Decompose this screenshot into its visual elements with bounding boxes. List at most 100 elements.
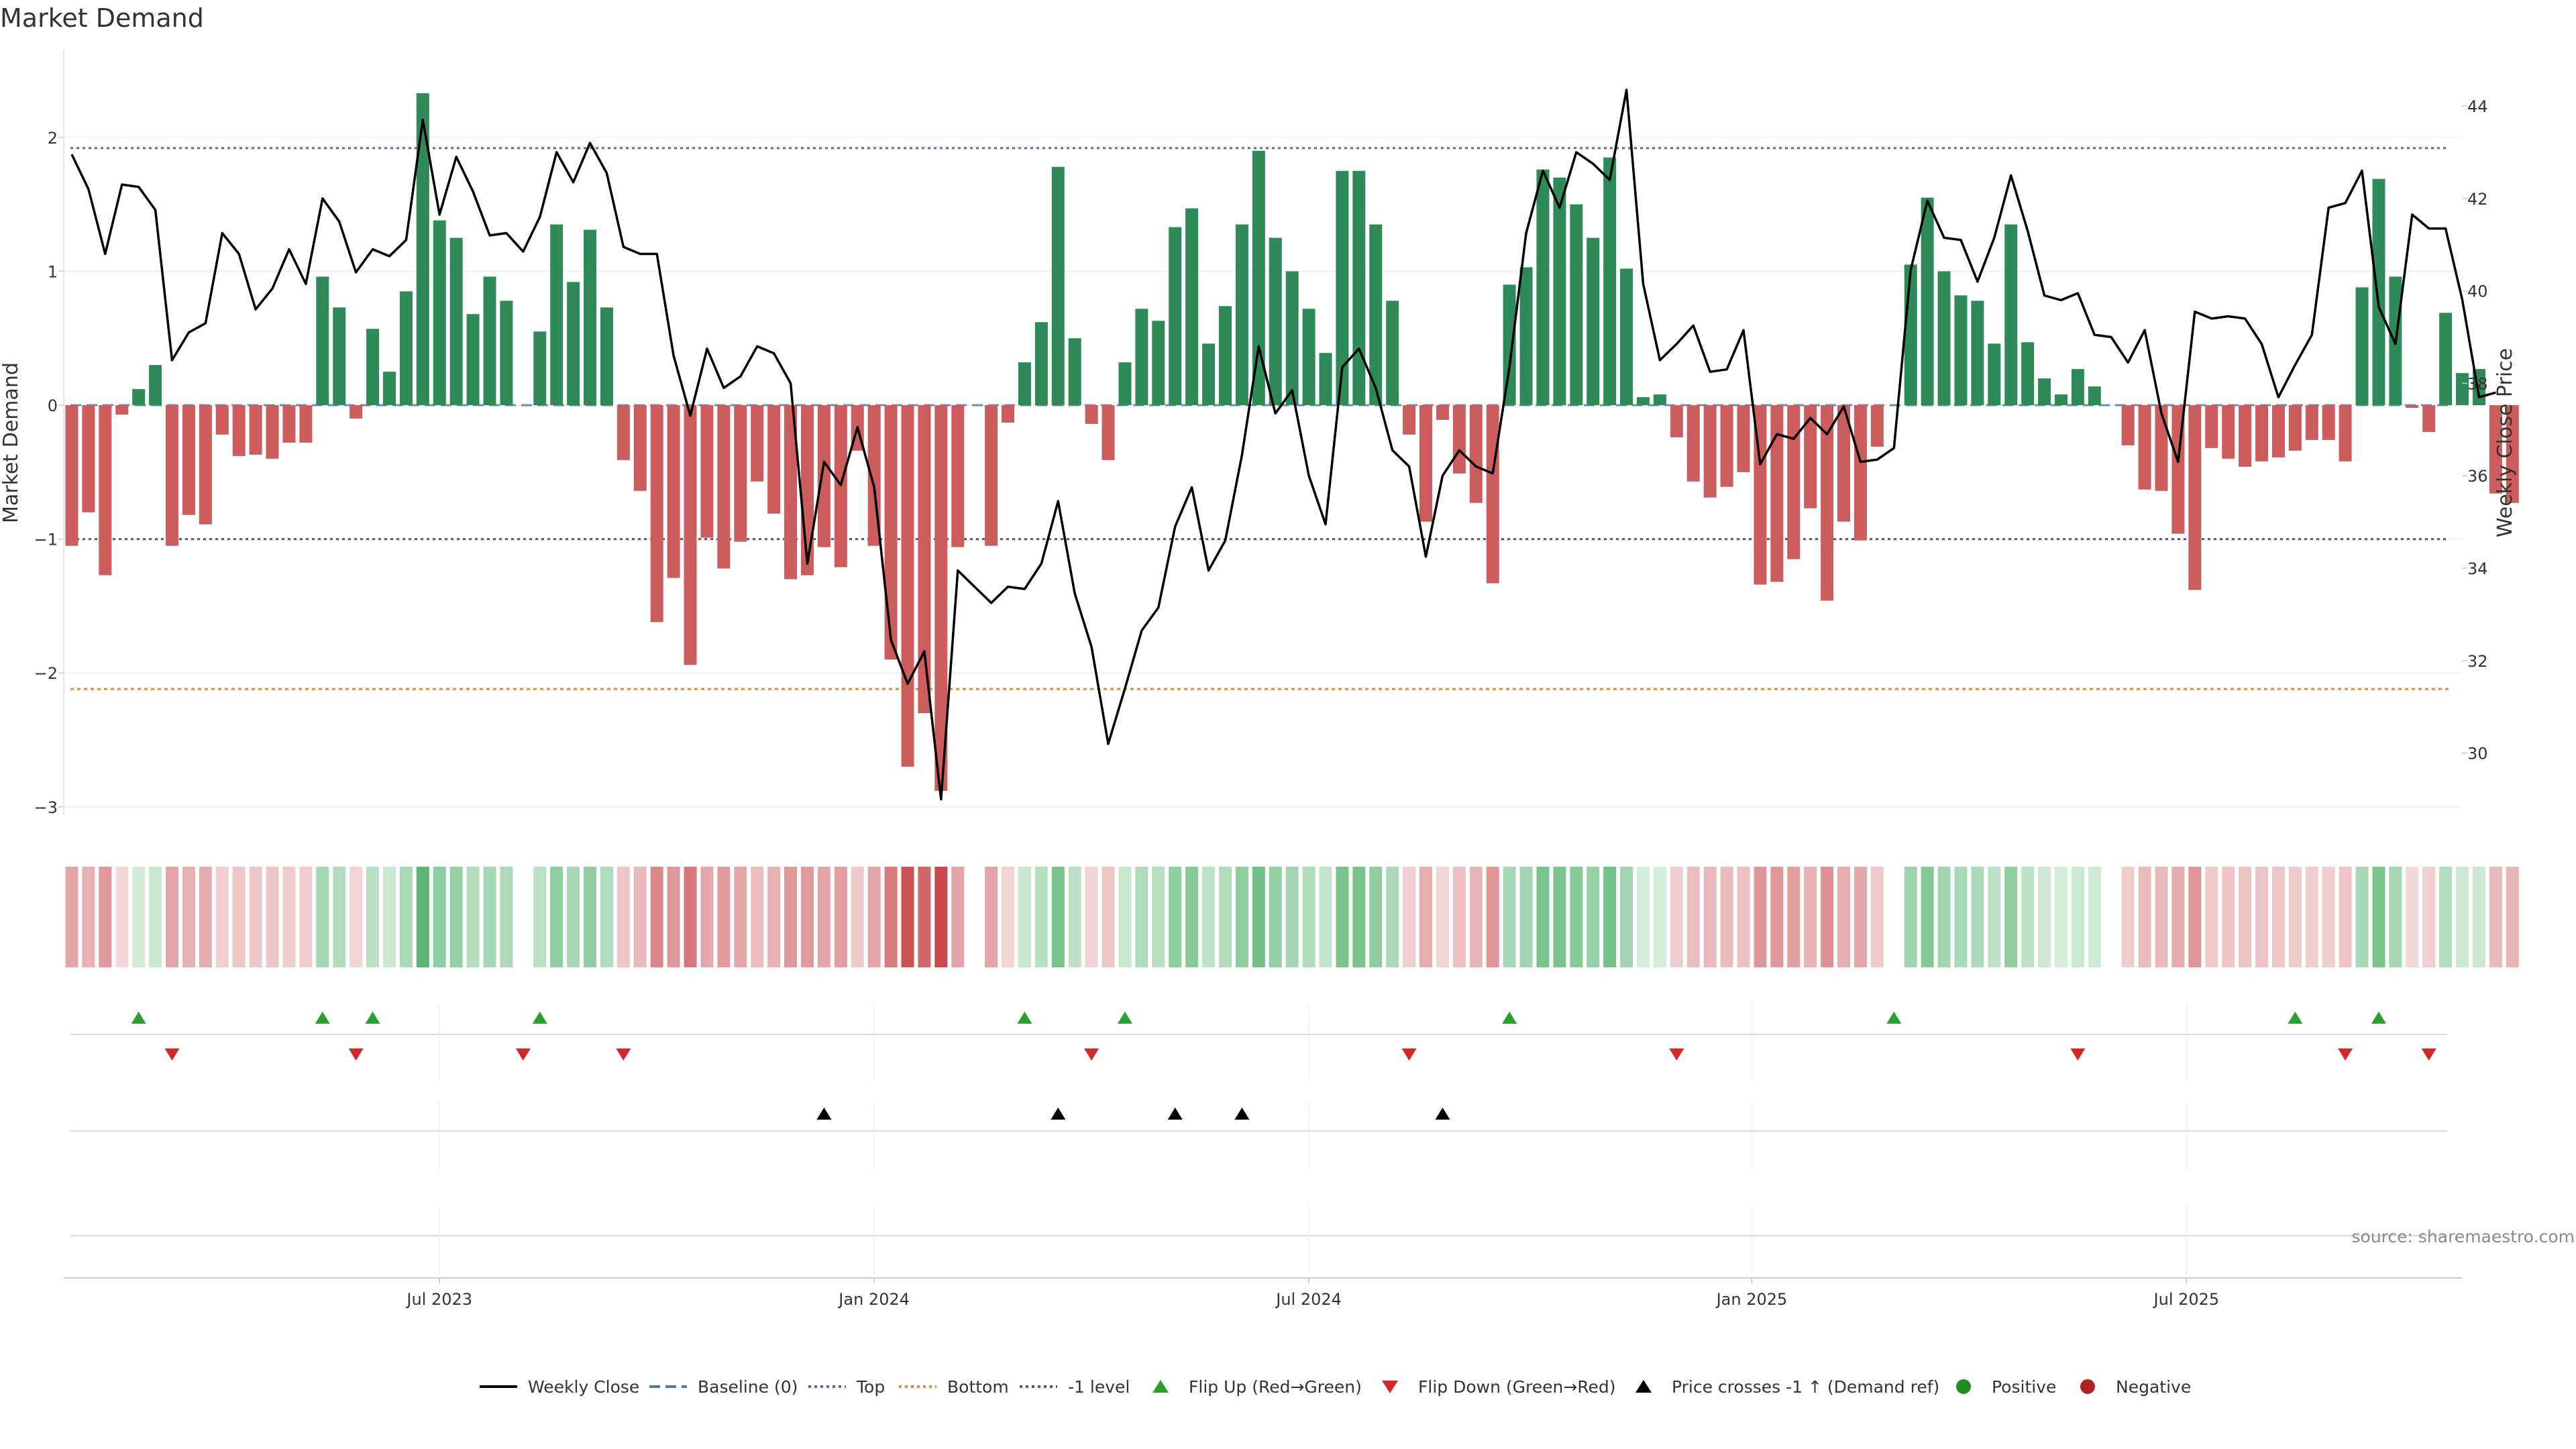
y-tick-label: 2	[48, 129, 58, 148]
legend-item: -1 level	[1020, 1377, 1130, 1397]
heat-cell-negative	[2339, 867, 2352, 967]
price-cross-marker	[1167, 1108, 1183, 1120]
legend-label: Negative	[2116, 1377, 2191, 1397]
flip-down-marker	[2070, 1049, 2086, 1061]
heat-cell-negative	[82, 867, 95, 967]
negative-demand-bar	[1754, 405, 1767, 585]
positive-demand-bar	[466, 314, 480, 405]
heat-cell-positive	[399, 867, 413, 967]
negative-demand-bar	[266, 405, 279, 459]
positive-demand-bar	[1954, 295, 1968, 405]
positive-demand-bar	[1503, 284, 1516, 405]
heat-cell-negative	[350, 867, 363, 967]
flip-up-marker	[1502, 1012, 1517, 1024]
heat-cell-positive	[1068, 867, 1081, 967]
weekly-close-layer	[70, 89, 2496, 801]
heat-cell-negative	[65, 867, 78, 967]
x-tick-label: Jan 2025	[1715, 1290, 1788, 1309]
heat-cell-negative	[633, 867, 647, 967]
positive-demand-bar	[333, 307, 346, 405]
heat-cell-negative	[115, 867, 129, 967]
heat-cell-negative	[232, 867, 246, 967]
heat-cell-positive	[1587, 867, 1600, 967]
heat-cell-positive	[1570, 867, 1583, 967]
flip-down-marker	[1669, 1049, 1684, 1061]
positive-demand-bar	[316, 276, 329, 405]
heat-cell-positive	[1135, 867, 1148, 967]
heat-cell-positive	[1369, 867, 1383, 967]
heat-cell-positive	[333, 867, 346, 967]
negative-demand-bar	[2271, 405, 2285, 458]
x-tick-label: Jul 2023	[405, 1290, 472, 1309]
x-tick-label: Jul 2025	[2153, 1290, 2220, 1309]
legend-swatch-dot	[1956, 1379, 1971, 1394]
negative-demand-bar	[2205, 405, 2218, 448]
positive-demand-bar	[1587, 237, 1600, 405]
heat-cell-positive	[1202, 867, 1216, 967]
heat-cell-positive	[2389, 867, 2402, 967]
negative-demand-bar	[918, 405, 931, 714]
positive-demand-bar	[600, 307, 613, 405]
heat-cell-positive	[1218, 867, 1232, 967]
positive-demand-bar	[1636, 397, 1650, 405]
heat-cell-positive	[567, 867, 580, 967]
negative-demand-bar	[2305, 405, 2318, 440]
negative-demand-bar	[2255, 405, 2269, 462]
x-tick-label: Jul 2024	[1275, 1290, 1342, 1309]
positive-demand-bar	[2054, 394, 2068, 405]
heat-cell-positive	[2021, 867, 2035, 967]
flip-down-marker	[348, 1049, 364, 1061]
negative-demand-bar	[1469, 405, 1483, 503]
negative-demand-bar	[1837, 405, 1851, 522]
positive-demand-bar	[1302, 309, 1316, 405]
positive-demand-bar	[2004, 224, 2018, 405]
positive-demand-bar	[1904, 264, 1917, 405]
negative-demand-bar	[667, 405, 680, 578]
legend-label: -1 level	[1068, 1377, 1130, 1397]
positive-demand-bar	[1988, 343, 2001, 405]
legend-item: Baseline (0)	[649, 1377, 798, 1397]
flip-up-marker	[1886, 1012, 1902, 1024]
negative-demand-bar	[700, 405, 714, 538]
heat-cell-positive	[1302, 867, 1316, 967]
negative-demand-bar	[2288, 405, 2302, 451]
heat-cell-negative	[199, 867, 212, 967]
negative-demand-bar	[684, 405, 697, 665]
negative-demand-bar	[2155, 405, 2168, 491]
legend-item: Flip Down (Green→Red)	[1382, 1377, 1616, 1397]
positive-demand-bar	[1570, 204, 1583, 405]
positive-demand-bar	[1034, 322, 1048, 405]
heat-cell-negative	[2171, 867, 2185, 967]
flip-up-marker	[1117, 1012, 1132, 1024]
heat-cell-negative	[1486, 867, 1499, 967]
negative-demand-bar	[1452, 405, 1466, 474]
heat-cell-positive	[466, 867, 480, 967]
legend-swatch-up-triangle	[1635, 1380, 1652, 1393]
heat-cell-positive	[2456, 867, 2469, 967]
heat-cell-negative	[918, 867, 931, 967]
heat-cell-negative	[700, 867, 714, 967]
negative-demand-bar	[901, 405, 914, 767]
positive-demand-bar	[2071, 369, 2084, 405]
positive-demand-bar	[1937, 271, 1951, 405]
negative-demand-bar	[734, 405, 747, 542]
positive-demand-bar	[1653, 394, 1666, 405]
heat-cell-negative	[2239, 867, 2252, 967]
legend-item: Top	[808, 1377, 885, 1397]
negative-demand-bar	[650, 405, 663, 623]
positive-demand-bar	[1018, 362, 1031, 405]
heat-cell-positive	[500, 867, 513, 967]
negative-demand-bar	[2121, 405, 2135, 445]
heat-cell-negative	[2138, 867, 2151, 967]
negative-demand-bar	[249, 405, 262, 455]
signal-panels	[70, 1004, 2447, 1275]
heat-cell-negative	[784, 867, 798, 967]
positive-demand-bar	[2439, 313, 2453, 405]
positive-demand-bar	[132, 389, 146, 405]
heat-cell-negative	[851, 867, 864, 967]
heat-cell-negative	[1670, 867, 1683, 967]
heat-cell-negative	[2489, 867, 2502, 967]
heat-cell-negative	[767, 867, 781, 967]
negative-demand-bar	[1686, 405, 1700, 482]
